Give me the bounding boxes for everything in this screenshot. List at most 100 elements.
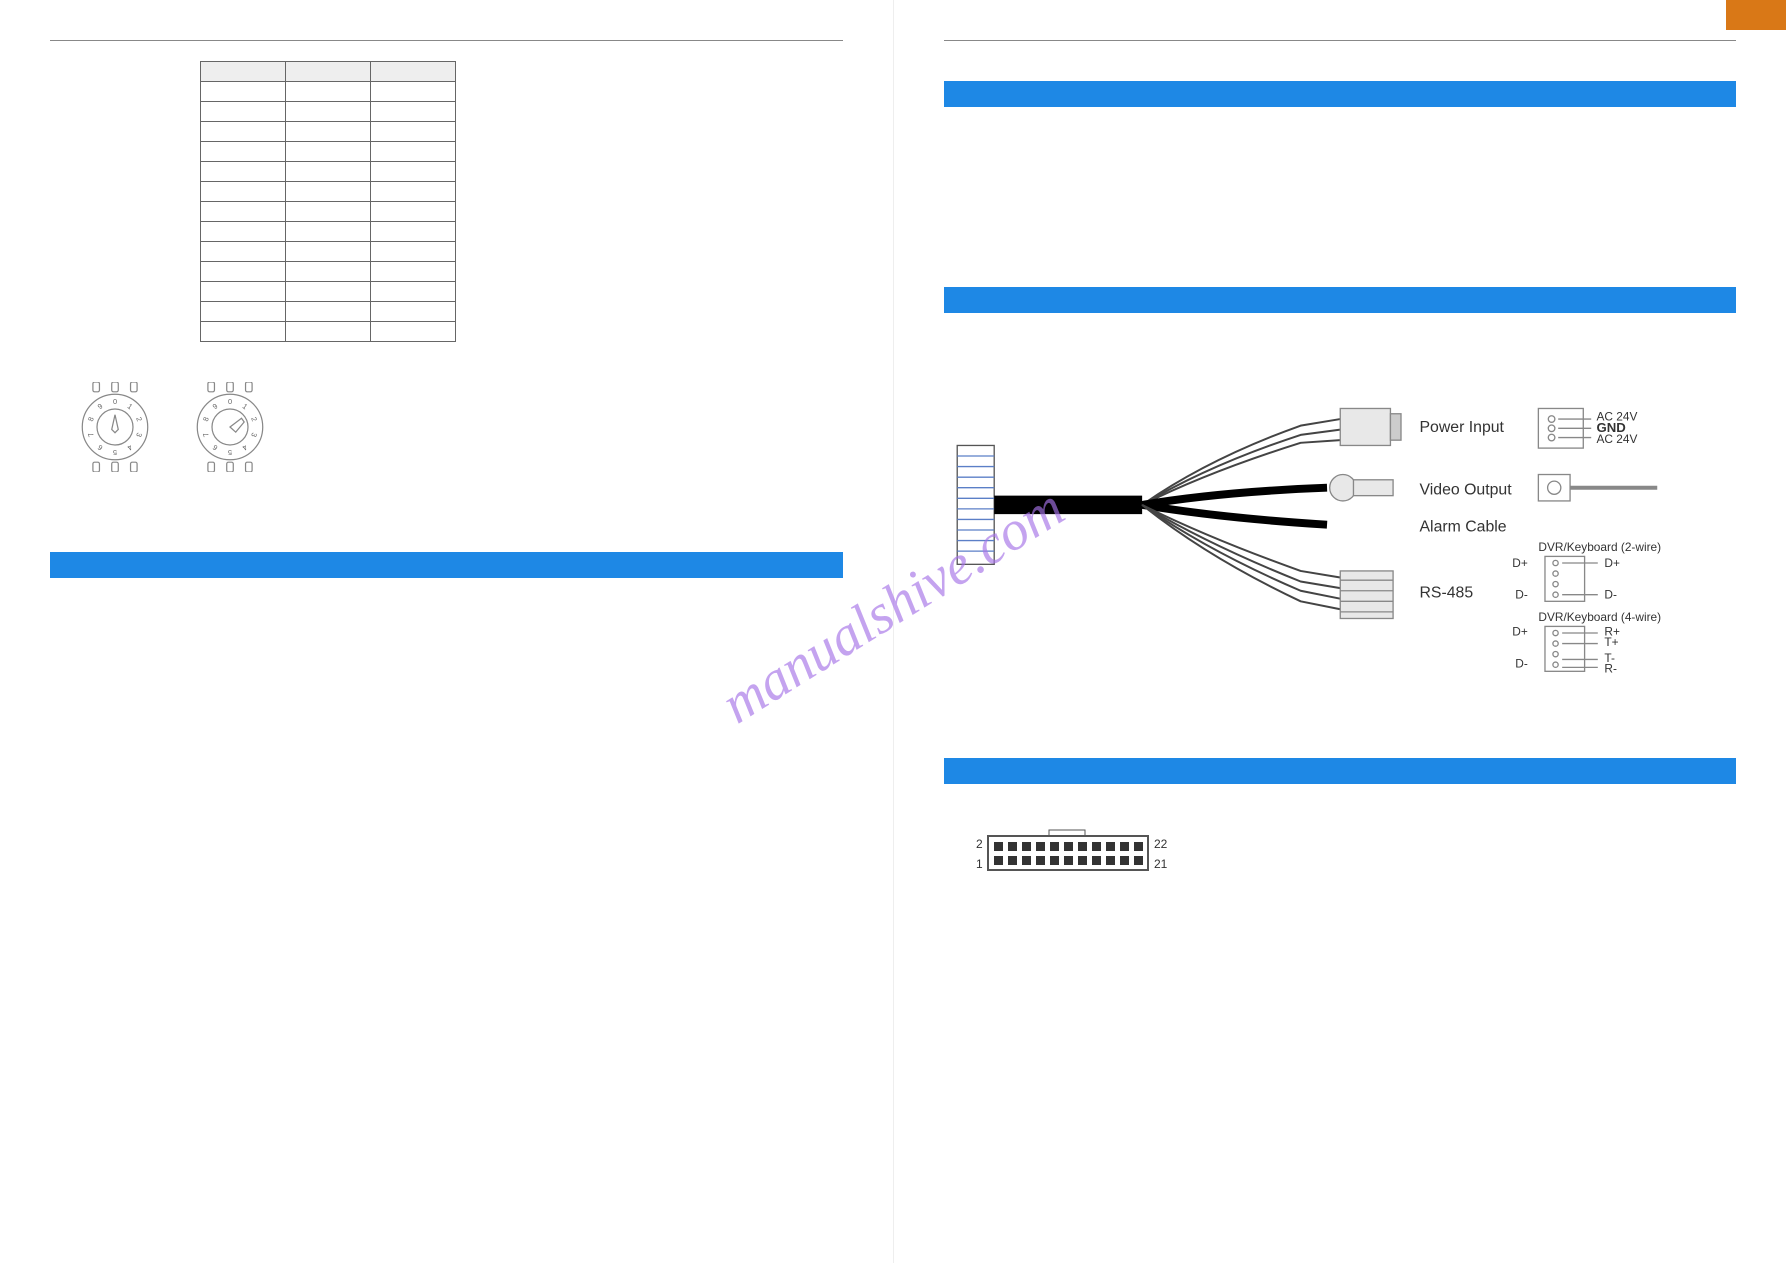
table-cell (371, 302, 456, 322)
table-cell (201, 302, 286, 322)
dial-switch-right: 0123456789 (185, 382, 275, 472)
table-cell (371, 242, 456, 262)
section-bar (944, 81, 1737, 107)
table-row (201, 182, 456, 202)
table-row (201, 82, 456, 102)
table-cell (201, 322, 286, 342)
power-input-label: Power Input (1419, 419, 1504, 436)
table-row (201, 222, 456, 242)
connector-22pin: 2 1 22 21 (964, 824, 1184, 884)
table-cell (201, 162, 286, 182)
table-cell (371, 322, 456, 342)
table-cell (201, 182, 286, 202)
table-cell (371, 262, 456, 282)
table-cell (371, 202, 456, 222)
table-header (286, 62, 371, 82)
svg-text:1: 1 (241, 402, 250, 412)
pin-1-label: 1 (976, 857, 983, 871)
section-bar (944, 758, 1737, 784)
rs485-2wire-title: DVR/Keyboard (2-wire) (1538, 540, 1661, 554)
pin-label: D+ (1604, 556, 1620, 570)
table-cell (201, 202, 286, 222)
table-cell (286, 222, 371, 242)
rs485-4wire-title: DVR/Keyboard (4-wire) (1538, 610, 1661, 624)
table-row (201, 302, 456, 322)
left-page: 0123456789 0123456789 (0, 0, 894, 1263)
table-cell (201, 122, 286, 142)
pin-2-label: 2 (976, 837, 983, 851)
svg-text:8: 8 (201, 416, 211, 423)
table-cell (286, 182, 371, 202)
svg-text:4: 4 (126, 443, 135, 453)
svg-text:9: 9 (96, 402, 105, 412)
svg-text:9: 9 (211, 402, 220, 412)
svg-text:6: 6 (211, 443, 220, 453)
table-cell (286, 302, 371, 322)
orange-tab (1726, 0, 1786, 30)
table-cell (371, 182, 456, 202)
svg-text:4: 4 (241, 443, 250, 453)
pin-label: D+ (1512, 625, 1528, 639)
table-cell (371, 142, 456, 162)
svg-text:1: 1 (126, 402, 135, 412)
header-rule (50, 40, 843, 41)
pin-label: D- (1515, 588, 1528, 602)
table-cell (286, 82, 371, 102)
table-cell (201, 102, 286, 122)
dial-row: 0123456789 0123456789 (70, 382, 843, 472)
table-cell (286, 142, 371, 162)
table-row (201, 282, 456, 302)
table-cell (371, 82, 456, 102)
table-cell (371, 222, 456, 242)
header-rule (944, 40, 1737, 41)
table-cell (371, 282, 456, 302)
dial-switch-left: 01 2 3 4567 89 (70, 382, 160, 472)
svg-text:2: 2 (134, 416, 144, 423)
table-cell (201, 82, 286, 102)
svg-text:3: 3 (134, 432, 144, 439)
video-output-label: Video Output (1419, 481, 1512, 498)
svg-text:5: 5 (113, 448, 117, 457)
table-cell (201, 262, 286, 282)
table-row (201, 242, 456, 262)
svg-text:2: 2 (249, 416, 259, 423)
table-cell (201, 242, 286, 262)
table-cell (286, 262, 371, 282)
table-cell (201, 222, 286, 242)
cable-diagram: Power Input AC 24V GND AC 24V Video Outp… (944, 353, 1737, 683)
pin-21-label: 21 (1154, 857, 1168, 871)
svg-text:6: 6 (96, 443, 105, 453)
table-cell (286, 202, 371, 222)
alarm-cable-label: Alarm Cable (1419, 518, 1506, 535)
svg-text:0: 0 (228, 397, 232, 406)
svg-text:7: 7 (86, 432, 96, 439)
pin-label: R- (1604, 662, 1617, 676)
table-row (201, 322, 456, 342)
pin-label: D- (1604, 588, 1617, 602)
ac24v-label: AC 24V (1596, 432, 1637, 446)
table-cell (286, 282, 371, 302)
pin-label: T+ (1604, 635, 1618, 649)
right-page: Power Input AC 24V GND AC 24V Video Outp… (894, 0, 1786, 1263)
svg-text:7: 7 (201, 432, 211, 439)
protocol-table (200, 61, 456, 342)
table-row (201, 102, 456, 122)
pin-22-label: 22 (1154, 837, 1168, 851)
svg-text:8: 8 (86, 416, 96, 423)
section-bar (50, 552, 843, 578)
table-cell (286, 122, 371, 142)
table-cell (286, 242, 371, 262)
svg-text:0: 0 (113, 397, 117, 406)
table-row (201, 262, 456, 282)
table-cell (371, 102, 456, 122)
table-header (371, 62, 456, 82)
table-header (201, 62, 286, 82)
table-row (201, 202, 456, 222)
page-container: 0123456789 0123456789 (0, 0, 1786, 1263)
rs485-label: RS-485 (1419, 584, 1473, 601)
table-cell (371, 162, 456, 182)
table-row (201, 142, 456, 162)
table-row (201, 122, 456, 142)
table-cell (286, 162, 371, 182)
section-bar (944, 287, 1737, 313)
